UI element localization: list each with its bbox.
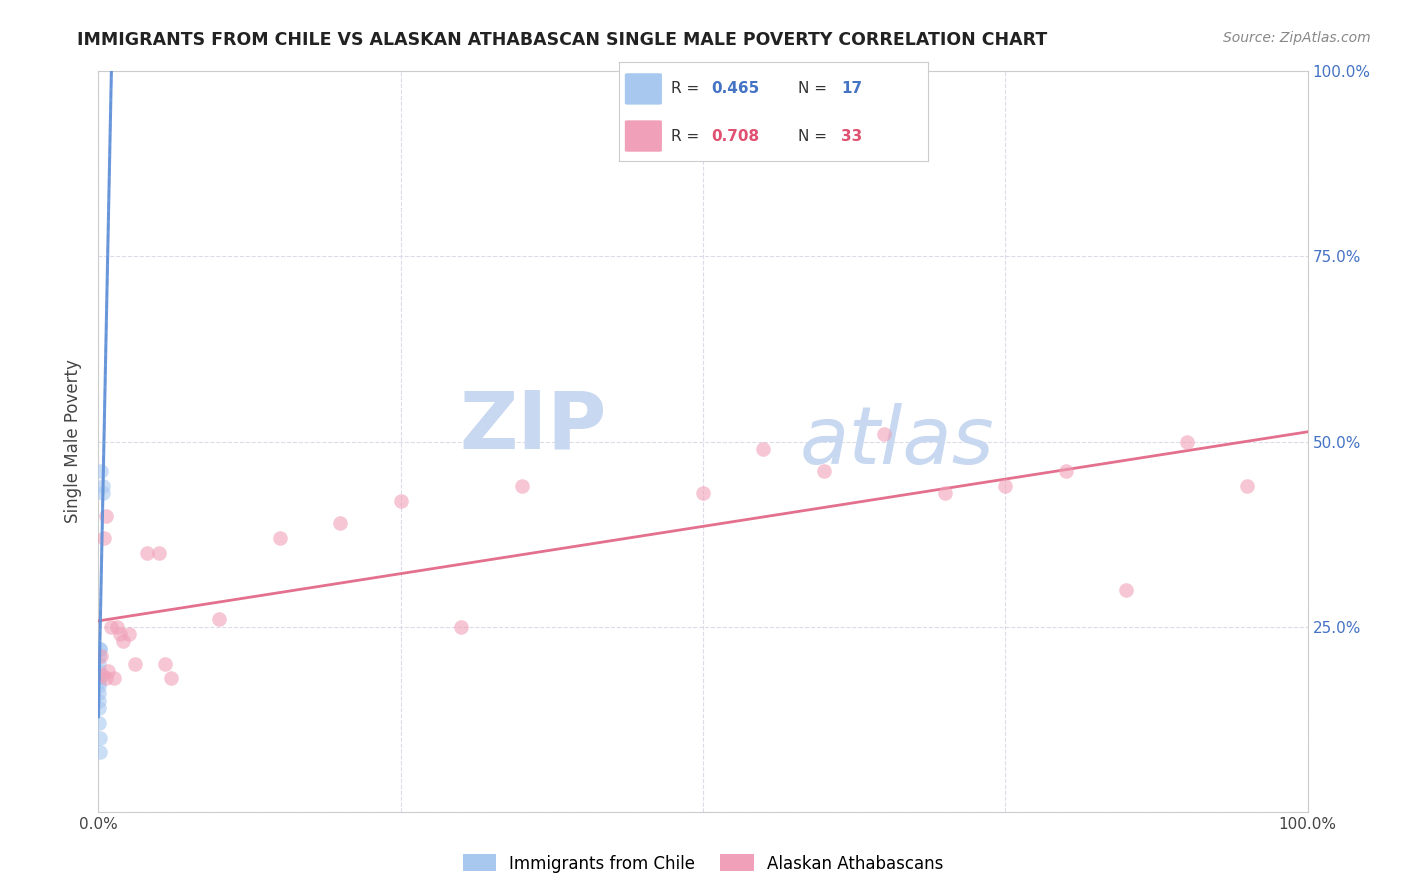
Point (153, 657, 176, 671)
Point (450, 619, 472, 633)
Text: N =: N = (799, 128, 832, 144)
FancyBboxPatch shape (624, 120, 662, 152)
Point (118, 627, 141, 641)
Point (87, 664, 110, 678)
Point (87, 715, 110, 730)
Text: atlas: atlas (800, 402, 994, 481)
Point (90, 464, 112, 478)
Point (934, 486, 956, 500)
Text: ZIP: ZIP (458, 388, 606, 466)
Point (510, 479, 533, 493)
Point (89, 641, 111, 656)
Point (692, 486, 714, 500)
Text: R =: R = (671, 81, 704, 96)
Point (87, 672, 110, 686)
Text: Source: ZipAtlas.com: Source: ZipAtlas.com (1223, 31, 1371, 45)
Point (87, 686, 110, 700)
Text: N =: N = (799, 81, 832, 96)
Point (87, 649, 110, 664)
Point (148, 546, 170, 560)
Point (97, 664, 120, 678)
Point (89, 641, 111, 656)
Point (135, 546, 157, 560)
Point (89, 746, 111, 760)
Point (160, 672, 183, 686)
Point (873, 427, 896, 442)
Text: R =: R = (671, 128, 704, 144)
Point (389, 493, 412, 508)
Point (87, 701, 110, 715)
Point (269, 531, 291, 545)
Point (91, 479, 114, 493)
Point (87, 679, 110, 693)
Point (103, 672, 125, 686)
Text: 33: 33 (841, 128, 863, 144)
Point (752, 442, 775, 456)
Point (1175, 434, 1198, 449)
Point (124, 657, 146, 671)
FancyBboxPatch shape (624, 73, 662, 104)
Point (1236, 479, 1258, 493)
Point (100, 619, 122, 633)
Point (87, 657, 110, 671)
Point (105, 619, 128, 633)
Point (813, 464, 835, 478)
Y-axis label: Single Male Poverty: Single Male Poverty (65, 359, 83, 524)
Point (94, 672, 117, 686)
Point (329, 516, 352, 530)
Point (87, 694, 110, 708)
Point (91, 667, 114, 681)
Point (1115, 582, 1137, 597)
Text: 17: 17 (841, 81, 862, 96)
Point (89, 731, 111, 745)
Point (1054, 464, 1077, 478)
Point (87, 675, 110, 690)
Point (90, 649, 112, 664)
Text: 0.708: 0.708 (711, 128, 759, 144)
Point (108, 627, 131, 641)
Point (208, 612, 231, 626)
Point (111, 634, 134, 648)
Point (94, 508, 117, 523)
Point (994, 479, 1017, 493)
Text: 0.465: 0.465 (711, 81, 759, 96)
Point (93, 531, 115, 545)
Point (91, 486, 114, 500)
Text: IMMIGRANTS FROM CHILE VS ALASKAN ATHABASCAN SINGLE MALE POVERTY CORRELATION CHAR: IMMIGRANTS FROM CHILE VS ALASKAN ATHABAS… (77, 31, 1047, 49)
Legend: Immigrants from Chile, Alaskan Athabascans: Immigrants from Chile, Alaskan Athabasca… (456, 847, 950, 880)
